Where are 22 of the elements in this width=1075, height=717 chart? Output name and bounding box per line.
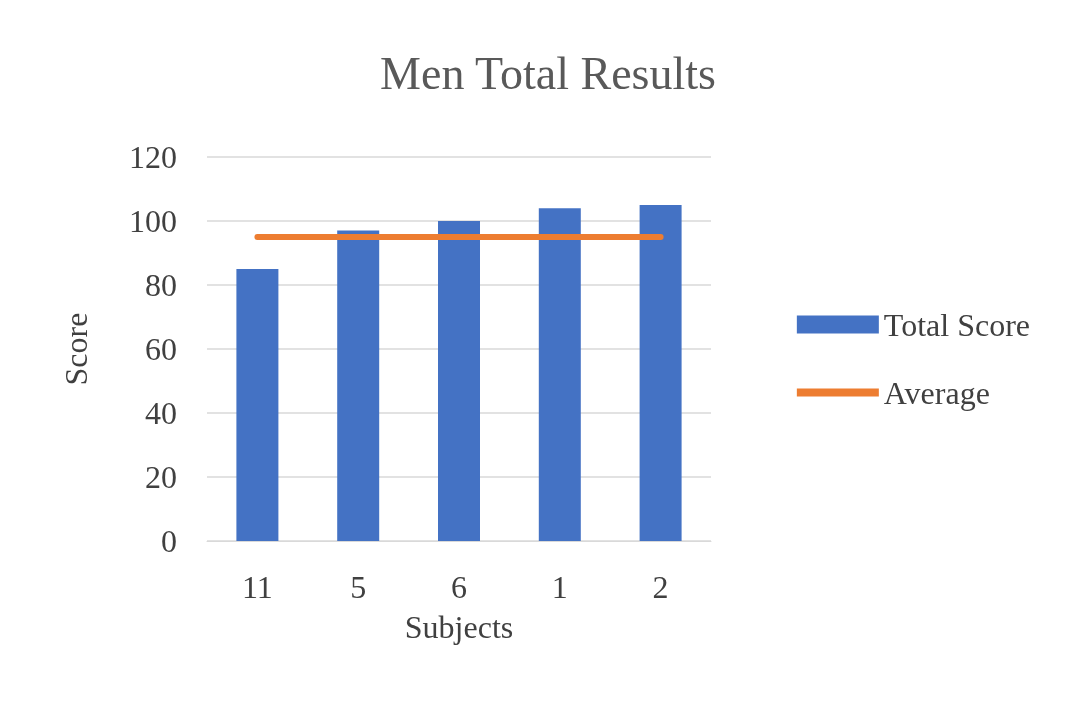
y-tick-label: 80: [145, 267, 177, 303]
legend-label: Total Score: [883, 306, 1030, 343]
bar: [538, 208, 581, 541]
x-tick-label: 2: [652, 569, 669, 605]
bar: [639, 205, 682, 541]
bar: [438, 221, 480, 541]
bar: [337, 230, 380, 541]
x-tick-label: 1: [551, 569, 568, 605]
bar: [236, 269, 279, 541]
y-tick-label: 120: [129, 139, 177, 175]
y-tick-label: 20: [145, 459, 177, 495]
x-tick-label: 11: [241, 569, 273, 605]
y-tick-label: 60: [145, 331, 177, 367]
y-tick-label: 100: [129, 203, 177, 239]
y-axis-title: Score: [58, 312, 94, 386]
x-tick-label: 6: [451, 569, 467, 605]
x-axis-title: Subjects: [404, 609, 514, 645]
x-tick-label: 5: [350, 569, 367, 605]
y-tick-label: 0: [161, 523, 177, 559]
y-tick-label: 40: [145, 395, 177, 431]
chart-title: Men Total Results: [380, 47, 716, 99]
legend-label: Average: [883, 374, 990, 411]
